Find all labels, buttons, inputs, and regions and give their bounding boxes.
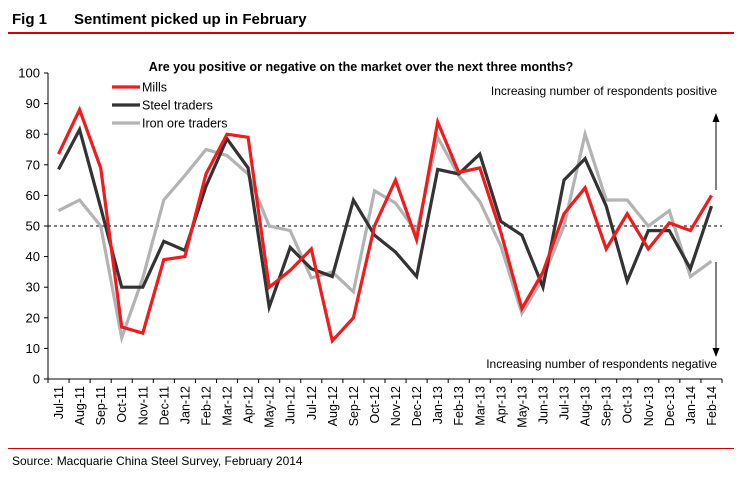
x-tick-label: Apr-12 (242, 386, 256, 424)
x-tick-label: Feb-12 (199, 386, 213, 426)
x-tick-label: Jan-12 (178, 386, 192, 424)
x-tick-label: Jul-12 (305, 386, 319, 420)
chart-title: Are you positive or negative on the mark… (149, 60, 573, 74)
bottom-divider (8, 448, 734, 449)
x-tick-label: Aug-11 (73, 386, 87, 425)
x-tick-label: Nov-12 (389, 386, 403, 426)
x-tick-label: Mar-12 (221, 386, 235, 426)
x-tick-label: Jul-11 (52, 386, 66, 419)
figure-title: Sentiment picked up in February (74, 11, 307, 28)
y-tick-label: 30 (26, 280, 40, 295)
annotation-negative: Increasing number of respondents negativ… (486, 357, 717, 371)
figure-number: Fig 1 (12, 11, 48, 28)
x-tick-label: Sep-13 (600, 386, 614, 426)
x-tick-label: Sep-12 (347, 386, 361, 426)
source-note: Source: Macquarie China Steel Survey, Fe… (12, 454, 303, 468)
figure-header: Fig 1 Sentiment picked up in February (8, 6, 734, 32)
series-line-iron-ore-traders (57, 128, 713, 344)
x-tick-label: Dec-13 (663, 386, 677, 426)
axes: 0 10 20 30 40 50 60 70 80 90 100 Jul-11 Aug-11 Sep-11… (18, 66, 723, 428)
legend-label-steel-traders: Steel traders (142, 99, 213, 113)
y-tick-label: 80 (26, 127, 40, 142)
x-tick-label: Aug-12 (326, 386, 340, 426)
x-tick-label: Apr-13 (494, 386, 508, 424)
x-tick-label: Jun-13 (536, 386, 550, 424)
y-tick-label: 10 (26, 341, 40, 356)
series-line-steel-traders (57, 125, 714, 314)
series-lines (57, 105, 714, 345)
x-tick-label: Feb-13 (452, 386, 466, 426)
y-tick-label: 40 (26, 249, 40, 264)
x-tick-label: Nov-11 (136, 386, 150, 425)
legend: Mills Steel traders Iron ore traders (112, 81, 227, 131)
x-tick-label: Feb-14 (705, 386, 719, 426)
x-tick-label: May-13 (515, 386, 529, 428)
x-tick-label: Nov-13 (642, 386, 656, 426)
legend-label-iron-ore-traders: Iron ore traders (142, 117, 227, 131)
x-tick-label: Aug-13 (579, 386, 593, 426)
arrow-down-head (712, 348, 720, 357)
arrow-up-head (712, 113, 720, 122)
x-tick-label: Jul-13 (558, 386, 572, 420)
legend-label-mills: Mills (142, 81, 167, 95)
x-tick-label: Sep-11 (94, 386, 108, 425)
x-tick-label: Dec-12 (410, 386, 424, 426)
x-tick-label: Oct-12 (368, 386, 382, 424)
y-tick-label: 100 (18, 66, 40, 81)
x-tick-label: Jun-12 (284, 386, 298, 424)
y-tick-label: 70 (26, 157, 40, 172)
x-tick-label: May-12 (263, 386, 277, 428)
y-tick-label: 0 (33, 372, 40, 387)
x-tick-label: Oct-13 (621, 386, 635, 424)
series-line-mills (57, 105, 713, 345)
x-tick-label: Jan-14 (684, 386, 698, 424)
x-tick-label: Mar-13 (473, 386, 487, 426)
y-tick-label: 60 (26, 188, 40, 203)
direction-arrows (712, 113, 720, 357)
y-tick-label: 20 (26, 310, 40, 325)
top-divider (8, 32, 734, 34)
annotation-positive: Increasing number of respondents positiv… (491, 84, 717, 98)
x-tick-label: Oct-11 (115, 386, 129, 423)
y-tick-label: 90 (26, 96, 40, 111)
y-tick-label: 50 (26, 219, 40, 234)
x-tick-label: Jan-13 (431, 386, 445, 424)
x-tick-label: Dec-11 (157, 386, 171, 425)
